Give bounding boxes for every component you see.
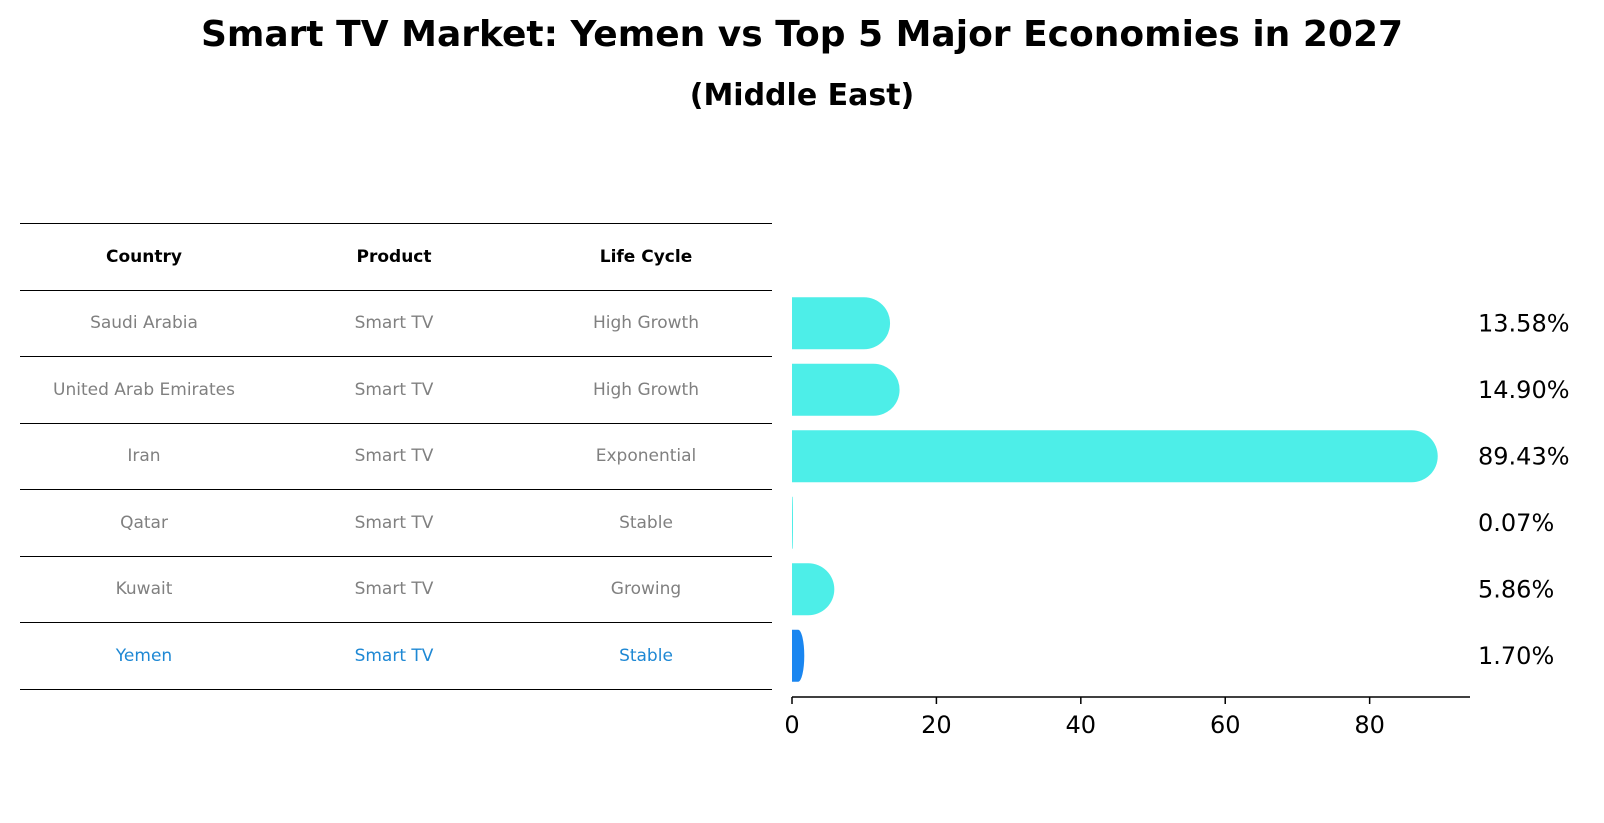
cell-country: United Arab Emirates — [53, 379, 235, 400]
cell-product: Smart TV — [354, 313, 434, 334]
table-row: Iran Smart TV Exponential — [20, 422, 772, 490]
cell-life-cycle: Stable — [619, 645, 673, 666]
x-tick-label: 80 — [1354, 711, 1385, 739]
chart-title: Smart TV Market: Yemen vs Top 5 Major Ec… — [200, 14, 1404, 55]
header-product: Product — [356, 246, 432, 267]
bar-saudi-arabia — [792, 297, 891, 350]
table-row: Saudi Arabia Smart TV High Growth — [20, 289, 772, 357]
header-country: Country — [106, 246, 182, 267]
x-tick-label: 20 — [921, 711, 952, 739]
value-label: 13.58% — [1478, 309, 1570, 337]
cell-life-cycle: Stable — [619, 512, 673, 533]
cell-product: Smart TV — [354, 379, 434, 400]
cell-life-cycle: High Growth — [592, 379, 699, 400]
bar-kuwait — [792, 563, 835, 616]
bar-qatar — [792, 496, 793, 549]
bar-iran — [792, 430, 1438, 483]
cell-country: Kuwait — [115, 579, 173, 600]
lifecycle-table: Country Product Life Cycle Saudi Arabia … — [20, 223, 772, 690]
x-tick-label: 0 — [784, 711, 799, 739]
cell-country: Yemen — [115, 645, 173, 666]
cell-life-cycle: High Growth — [592, 313, 699, 334]
bar-yemen — [792, 629, 805, 682]
cell-product: Smart TV — [354, 446, 434, 467]
header-life-cycle: Life Cycle — [599, 246, 693, 267]
table-row: Kuwait Smart TV Growing — [20, 555, 772, 623]
table-row-highlighted: Yemen Smart TV Stable — [20, 622, 772, 690]
value-label: 0.07% — [1478, 509, 1554, 537]
table-row: United Arab Emirates Smart TV High Growt… — [20, 356, 772, 423]
cell-country: Qatar — [120, 512, 168, 533]
x-tick-label: 60 — [1210, 711, 1241, 739]
cell-life-cycle: Growing — [610, 579, 682, 600]
value-label: 14.90% — [1478, 376, 1570, 404]
value-label: 1.70% — [1478, 642, 1554, 670]
table-row: Qatar Smart TV Stable — [20, 489, 772, 556]
chart-subtitle: (Middle East) — [689, 78, 915, 113]
table-header-row: Country Product Life Cycle — [20, 223, 772, 290]
cell-product: Smart TV — [354, 512, 434, 533]
value-label: 89.43% — [1478, 442, 1570, 470]
x-tick-label: 40 — [1066, 711, 1097, 739]
cell-life-cycle: Exponential — [595, 446, 697, 467]
bar-united-arab-emirates — [792, 363, 900, 416]
cell-country: Saudi Arabia — [90, 313, 198, 334]
cell-product: Smart TV — [354, 579, 434, 600]
cell-product: Smart TV — [354, 645, 434, 666]
value-label: 5.86% — [1478, 575, 1554, 603]
cell-country: Iran — [127, 446, 161, 467]
